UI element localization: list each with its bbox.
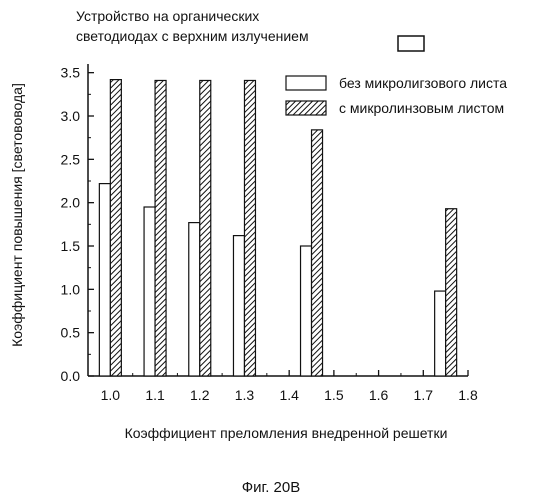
bar-with-sheet — [200, 80, 211, 376]
bar-without-sheet — [99, 184, 110, 376]
bar-with-sheet — [155, 80, 166, 376]
bar-with-sheet — [312, 130, 323, 376]
y-tick-label: 1.5 — [61, 238, 81, 254]
y-tick-label: 3.0 — [61, 108, 81, 124]
x-tick-label: 1.5 — [324, 387, 344, 403]
y-tick-label: 2.5 — [61, 151, 81, 167]
bar-without-sheet — [435, 291, 446, 376]
bar-with-sheet — [110, 80, 121, 376]
legend-label: с микролинзовым листом — [339, 100, 504, 116]
title-legend-box — [398, 36, 424, 51]
y-tick-label: 2.0 — [61, 195, 81, 211]
bar-with-sheet — [446, 209, 457, 376]
x-axis-label: Коэффициент преломления внедренной решет… — [125, 425, 448, 441]
x-tick-label: 1.1 — [145, 387, 165, 403]
chart-title-line-1: Устройство на органических — [76, 8, 259, 24]
y-tick-label: 0.5 — [61, 325, 81, 341]
chart-title-line-2: светодиодах с верхним излучением — [76, 28, 309, 44]
x-tick-label: 1.4 — [279, 387, 299, 403]
x-tick-label: 1.0 — [101, 387, 121, 403]
x-tick-label: 1.6 — [369, 387, 389, 403]
bar-without-sheet — [189, 223, 200, 376]
bar-without-sheet — [144, 207, 155, 376]
y-tick-label: 0.0 — [61, 368, 81, 384]
bar-without-sheet — [233, 236, 244, 376]
x-tick-label: 1.7 — [414, 387, 434, 403]
y-tick-label: 1.0 — [61, 281, 81, 297]
y-axis-label: Коэффициент повышения [светововода] — [9, 83, 25, 347]
x-tick-label: 1.2 — [190, 387, 210, 403]
x-tick-label: 1.3 — [235, 387, 255, 403]
legend-label: без микролигзового листа — [339, 75, 507, 91]
plot-area: 0.0 0.5 1.0 1.5 2.0 2.5 3.0 3.5 1.0 1.1 1.2 1.3 1.4 1… — [61, 64, 508, 403]
bar-with-sheet — [244, 80, 255, 376]
legend-swatch — [286, 101, 326, 115]
x-tick-label: 1.8 — [458, 387, 478, 403]
bar-without-sheet — [301, 246, 312, 376]
y-tick-label: 3.5 — [61, 65, 81, 81]
figure-caption: Фиг. 20B — [242, 479, 300, 496]
legend-swatch — [286, 76, 326, 90]
